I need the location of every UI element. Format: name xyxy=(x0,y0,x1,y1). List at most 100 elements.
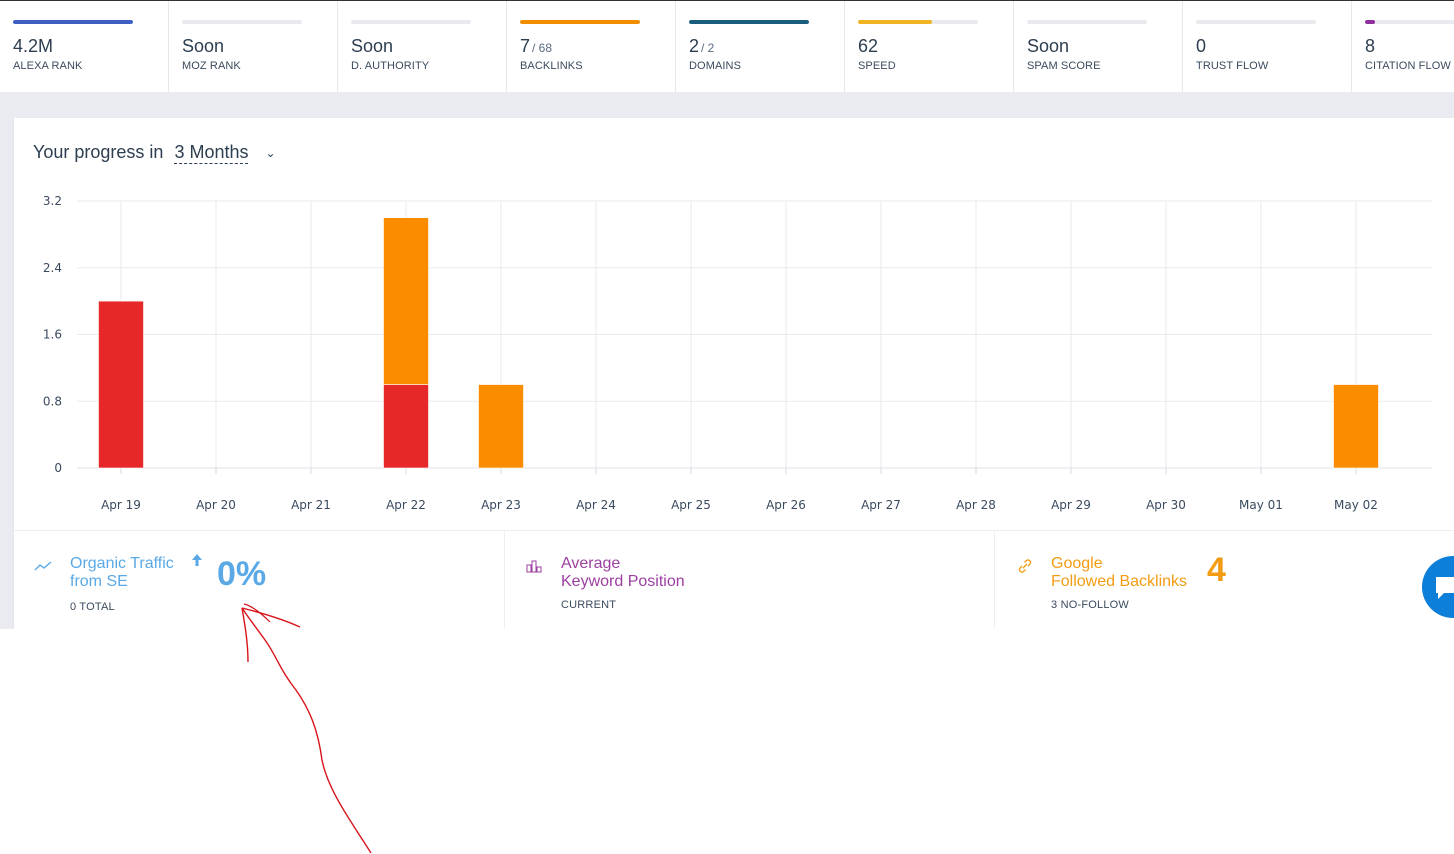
metric-progress-bar xyxy=(182,20,302,24)
stat-title-line1: Average xyxy=(561,555,621,572)
metric-value-main: 62 xyxy=(858,36,879,56)
metric-value-main: Soon xyxy=(351,36,394,56)
bar-segment xyxy=(383,384,429,469)
x-tick-label: Apr 28 xyxy=(956,498,996,512)
metric-value: 0 xyxy=(1196,36,1208,57)
metric-progress-bar xyxy=(1196,20,1316,24)
y-tick-label: 0 xyxy=(54,461,62,475)
metric-speed[interactable]: 62 SPEED xyxy=(845,1,1014,92)
x-tick-label: Apr 20 xyxy=(196,498,236,512)
x-tick-label: Apr 24 xyxy=(576,498,616,512)
bar-chart-icon xyxy=(526,560,542,573)
arrow-up-icon xyxy=(192,554,202,566)
bar-segment xyxy=(478,384,524,469)
stat-keyword-position: Average Keyword Position CURRENT xyxy=(505,531,994,629)
stat-organic-traffic: Organic Traffic from SE 0% 0 TOTAL xyxy=(14,531,504,629)
metric-value-sub: / 68 xyxy=(532,41,553,55)
progress-bar-chart: 0 0.8 1.6 2.4 3.2 Apr 19 Apr 20 Apr 21 Apr 22 Apr… xyxy=(43,194,1432,512)
metric-label: DOMAINS xyxy=(689,60,742,72)
x-tick-label: Apr 30 xyxy=(1146,498,1186,512)
trending-icon xyxy=(34,561,52,571)
x-tick-label: Apr 26 xyxy=(766,498,806,512)
metric-value-main: 7 xyxy=(520,36,531,56)
period-dropdown[interactable]: 3 Months xyxy=(174,142,249,164)
metric-progress-fill xyxy=(689,20,809,24)
stat-title-line2: Keyword Position xyxy=(561,573,685,590)
metric-alexa-rank[interactable]: 4.2M ALEXA RANK xyxy=(0,1,169,92)
metric-value-main: 8 xyxy=(1365,36,1376,56)
metric-value: Soon xyxy=(351,36,395,57)
y-tick-label: 0.8 xyxy=(43,394,62,408)
metric-label: SPEED xyxy=(858,60,896,72)
metric-value: 8 xyxy=(1365,36,1377,57)
x-tick-label: Apr 29 xyxy=(1051,498,1091,512)
progress-card: Your progress in 3 Months ⌄ 0 0.8 1.6 2.4 3.… xyxy=(13,118,1454,629)
metric-d-authority[interactable]: Soon D. AUTHORITY xyxy=(338,1,507,92)
stat-title-line1: Google xyxy=(1051,555,1103,572)
metric-backlinks[interactable]: 7/ 68 BACKLINKS xyxy=(507,1,676,92)
x-tick-label: Apr 27 xyxy=(861,498,901,512)
chevron-down-icon[interactable]: ⌄ xyxy=(265,146,276,160)
stat-separator xyxy=(504,531,505,629)
metric-citation-flow[interactable]: 8 CITATION FLOW xyxy=(1352,1,1454,92)
progress-heading: Your progress in 3 Months ⌄ xyxy=(33,142,276,164)
metric-progress-fill xyxy=(858,20,933,24)
metric-value-main: 4.2M xyxy=(13,36,54,56)
stat-footnote: CURRENT xyxy=(561,599,617,611)
y-tick-label: 1.6 xyxy=(43,328,62,342)
stat-title-line2: Followed Backlinks xyxy=(1051,573,1188,590)
metric-progress-bar xyxy=(351,20,471,24)
metric-progress-bar xyxy=(520,20,640,24)
stat-big-value: 0% xyxy=(217,555,267,593)
metric-value-main: 0 xyxy=(1196,36,1207,56)
x-tick-label: May 02 xyxy=(1334,498,1378,512)
metric-label: TRUST FLOW xyxy=(1196,60,1269,72)
stat-big-value: 4 xyxy=(1207,551,1226,589)
metric-progress-bar xyxy=(689,20,809,24)
metric-progress-bar xyxy=(858,20,978,24)
metric-trust-flow[interactable]: 0 TRUST FLOW xyxy=(1183,1,1352,92)
metric-value-main: Soon xyxy=(182,36,225,56)
y-tick-label: 2.4 xyxy=(43,261,62,275)
metric-spam-score[interactable]: Soon SPAM SCORE xyxy=(1014,1,1183,92)
stat-separator xyxy=(994,531,995,629)
y-tick-label: 3.2 xyxy=(43,194,62,208)
metric-label: BACKLINKS xyxy=(520,60,583,72)
metric-progress-bar xyxy=(13,20,133,24)
metric-value-main: 2 xyxy=(689,36,700,56)
metric-value: 4.2M xyxy=(13,36,55,57)
stat-title[interactable]: Organic Traffic from SE xyxy=(70,555,174,591)
bar-segment xyxy=(1333,384,1379,469)
metric-value-sub: / 2 xyxy=(701,41,715,55)
x-tick-label: Apr 22 xyxy=(386,498,426,512)
stat-title-line2: from SE xyxy=(70,573,128,590)
stat-title[interactable]: Average Keyword Position xyxy=(561,555,685,591)
chat-icon xyxy=(1436,577,1454,599)
x-tick-label: Apr 25 xyxy=(671,498,711,512)
stat-title[interactable]: Google Followed Backlinks xyxy=(1051,555,1187,591)
x-tick-label: Apr 23 xyxy=(481,498,521,512)
stat-title-line1: Organic Traffic xyxy=(70,555,174,572)
metric-label: CITATION FLOW xyxy=(1365,60,1451,72)
stat-footnote: 3 NO-FOLLOW xyxy=(1051,599,1129,611)
metric-value: 2/ 2 xyxy=(689,36,714,57)
metric-domains[interactable]: 2/ 2 DOMAINS xyxy=(676,1,845,92)
link-icon xyxy=(1018,559,1032,573)
metric-progress-bar xyxy=(1365,20,1454,24)
progress-title-text: Your progress in xyxy=(33,142,164,162)
metric-value: 62 xyxy=(858,36,880,57)
metric-label: ALEXA RANK xyxy=(13,60,83,72)
bar-segment xyxy=(98,300,144,469)
x-tick-label: May 01 xyxy=(1239,498,1283,512)
metric-value: Soon xyxy=(1027,36,1071,57)
stat-google-backlinks: Google Followed Backlinks 4 3 NO-FOLLOW xyxy=(995,531,1454,629)
stat-footnote: 0 TOTAL xyxy=(70,601,115,613)
metric-value: 7/ 68 xyxy=(520,36,552,57)
metric-value: Soon xyxy=(182,36,226,57)
metric-value-main: Soon xyxy=(1027,36,1070,56)
metric-progress-fill xyxy=(1365,20,1375,24)
metric-moz-rank[interactable]: Soon MOZ RANK xyxy=(169,1,338,92)
metric-progress-bar xyxy=(1027,20,1147,24)
metric-progress-fill xyxy=(13,20,133,24)
metric-label: D. AUTHORITY xyxy=(351,60,430,72)
